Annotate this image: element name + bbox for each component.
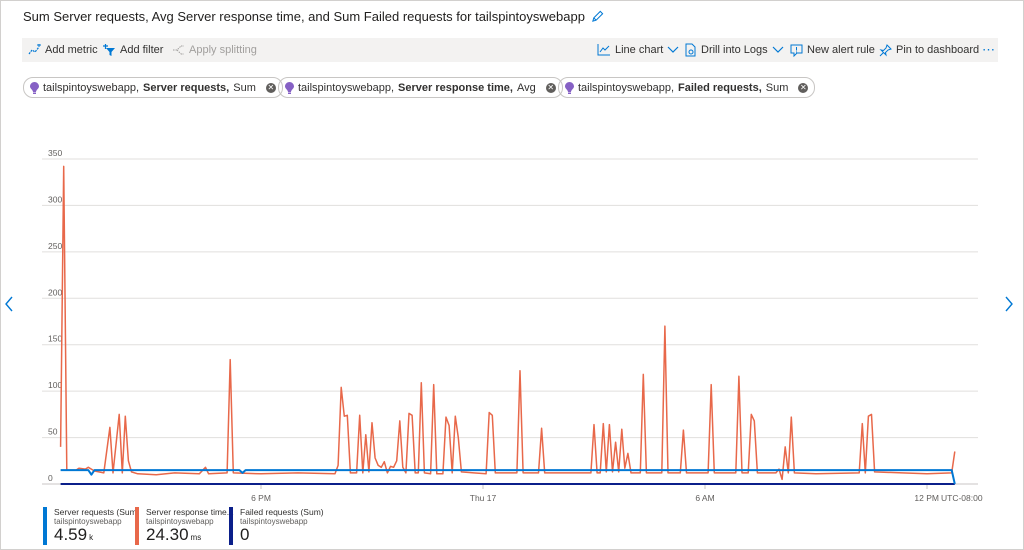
series-line-server-requests-sum — [60, 469, 956, 485]
add-filter-button[interactable]: Add filter — [103, 38, 163, 62]
series-line-server-response-time — [59, 165, 956, 481]
legend-server-response-time[interactable]: Server response time... tailspintoysweba… — [135, 507, 234, 545]
y-tick-label: 350 — [48, 148, 62, 158]
new-alert-rule-label: New alert rule — [807, 44, 875, 56]
metric-pill-failed-requests[interactable]: tailspintoyswebapp, Failed requests, Sum… — [558, 77, 816, 98]
y-tick-label: 100 — [48, 380, 62, 390]
new-alert-rule-button[interactable]: New alert rule — [790, 38, 875, 62]
pencil-icon[interactable] — [591, 10, 604, 23]
apply-splitting-button[interactable]: Apply splitting — [172, 38, 257, 62]
add-metric-label: Add metric — [45, 44, 98, 56]
x-tick-label: 6 AM — [695, 493, 714, 503]
app-insights-icon — [285, 81, 294, 94]
toolbar: Add metric Add filter Apply splitting Li… — [22, 38, 998, 62]
legend-resource: tailspintoyswebapp — [146, 517, 214, 526]
line-chart-icon — [597, 44, 610, 56]
x-tick-label: 12 PM — [914, 493, 939, 503]
line-chart-dropdown[interactable]: Line chart — [597, 38, 679, 62]
line-chart: 0 50 100 150 200 250 300 350 6 PM Thu 17 6 AM 12 PM… — [42, 148, 983, 503]
logs-icon — [685, 43, 696, 57]
pin-to-dashboard-label: Pin to dashboard — [896, 44, 980, 56]
legend-unit: ms — [190, 533, 202, 542]
y-tick-label: 50 — [48, 427, 58, 437]
pill-resource: tailspintoyswebapp, — [298, 81, 395, 94]
pill-resource: tailspintoyswebapp, — [43, 81, 140, 94]
more-options-button[interactable]: ⋯ — [982, 42, 995, 57]
legend-resource: tailspintoyswebapp — [240, 517, 308, 526]
y-tick-label: 0 — [48, 473, 53, 483]
pill-metric: Failed requests, — [678, 81, 762, 94]
drill-into-logs-dropdown[interactable]: Drill into Logs — [685, 38, 784, 62]
y-tick-label: 200 — [48, 287, 62, 297]
chevron-down-icon — [667, 46, 679, 53]
chevron-down-icon — [772, 46, 784, 53]
legend-name: Failed requests (Sum) — [240, 507, 324, 517]
pin-to-dashboard-button[interactable]: Pin to dashboard — [879, 38, 979, 62]
y-tick-label: 250 — [48, 241, 62, 251]
pill-aggregation: Sum — [233, 81, 256, 94]
legend-name: Server response time... — [146, 507, 234, 517]
remove-icon[interactable]: ✕ — [798, 82, 809, 93]
legend-value: 0 — [240, 525, 250, 544]
metric-pill-server-response-time[interactable]: tailspintoyswebapp, Server response time… — [278, 77, 563, 98]
legend-unit: k — [89, 533, 94, 542]
legend-server-requests[interactable]: Server requests (Sum) tailspintoyswebapp… — [43, 507, 140, 545]
x-tick-label: Thu 17 — [470, 493, 497, 503]
add-metric-button[interactable]: Add metric — [28, 38, 98, 62]
add-filter-label: Add filter — [120, 44, 164, 56]
chart-title: Sum Server requests, Avg Server response… — [23, 9, 604, 24]
chevron-left-icon[interactable] — [4, 296, 14, 312]
app-insights-icon — [30, 81, 39, 94]
legend-value: 4.59 — [54, 525, 88, 544]
pin-icon — [879, 43, 892, 57]
pill-aggregation: Sum — [765, 81, 789, 94]
apply-splitting-label: Apply splitting — [189, 44, 257, 56]
splitting-icon — [173, 45, 184, 55]
chevron-right-icon[interactable] — [1004, 296, 1014, 312]
chart-title-text: Sum Server requests, Avg Server response… — [23, 9, 585, 24]
remove-icon[interactable]: ✕ — [265, 82, 276, 93]
pill-resource: tailspintoyswebapp, — [578, 81, 675, 94]
add-metric-icon — [28, 44, 41, 55]
legend-failed-requests[interactable]: Failed requests (Sum) tailspintoyswebapp… — [229, 507, 324, 545]
legend-value: 24.30 — [146, 525, 189, 544]
filter-icon — [103, 44, 115, 56]
app-insights-icon — [565, 81, 574, 94]
remove-icon[interactable]: ✕ — [545, 82, 556, 93]
y-tick-label: 150 — [48, 334, 62, 344]
alert-icon — [790, 44, 803, 57]
pill-metric: Server requests, — [143, 81, 230, 94]
timezone-label: UTC-08:00 — [941, 493, 983, 503]
legend-resource: tailspintoyswebapp — [54, 517, 122, 526]
x-tick-label: 6 PM — [251, 493, 271, 503]
drill-into-logs-label: Drill into Logs — [701, 44, 768, 56]
line-chart-label: Line chart — [615, 44, 664, 56]
pill-metric: Server response time, — [398, 81, 513, 94]
legend-name: Server requests (Sum) — [54, 507, 140, 517]
metric-pill-server-requests[interactable]: tailspintoyswebapp, Server requests, Sum… — [23, 77, 283, 98]
y-tick-label: 300 — [48, 194, 62, 204]
pill-aggregation: Avg — [516, 81, 536, 94]
